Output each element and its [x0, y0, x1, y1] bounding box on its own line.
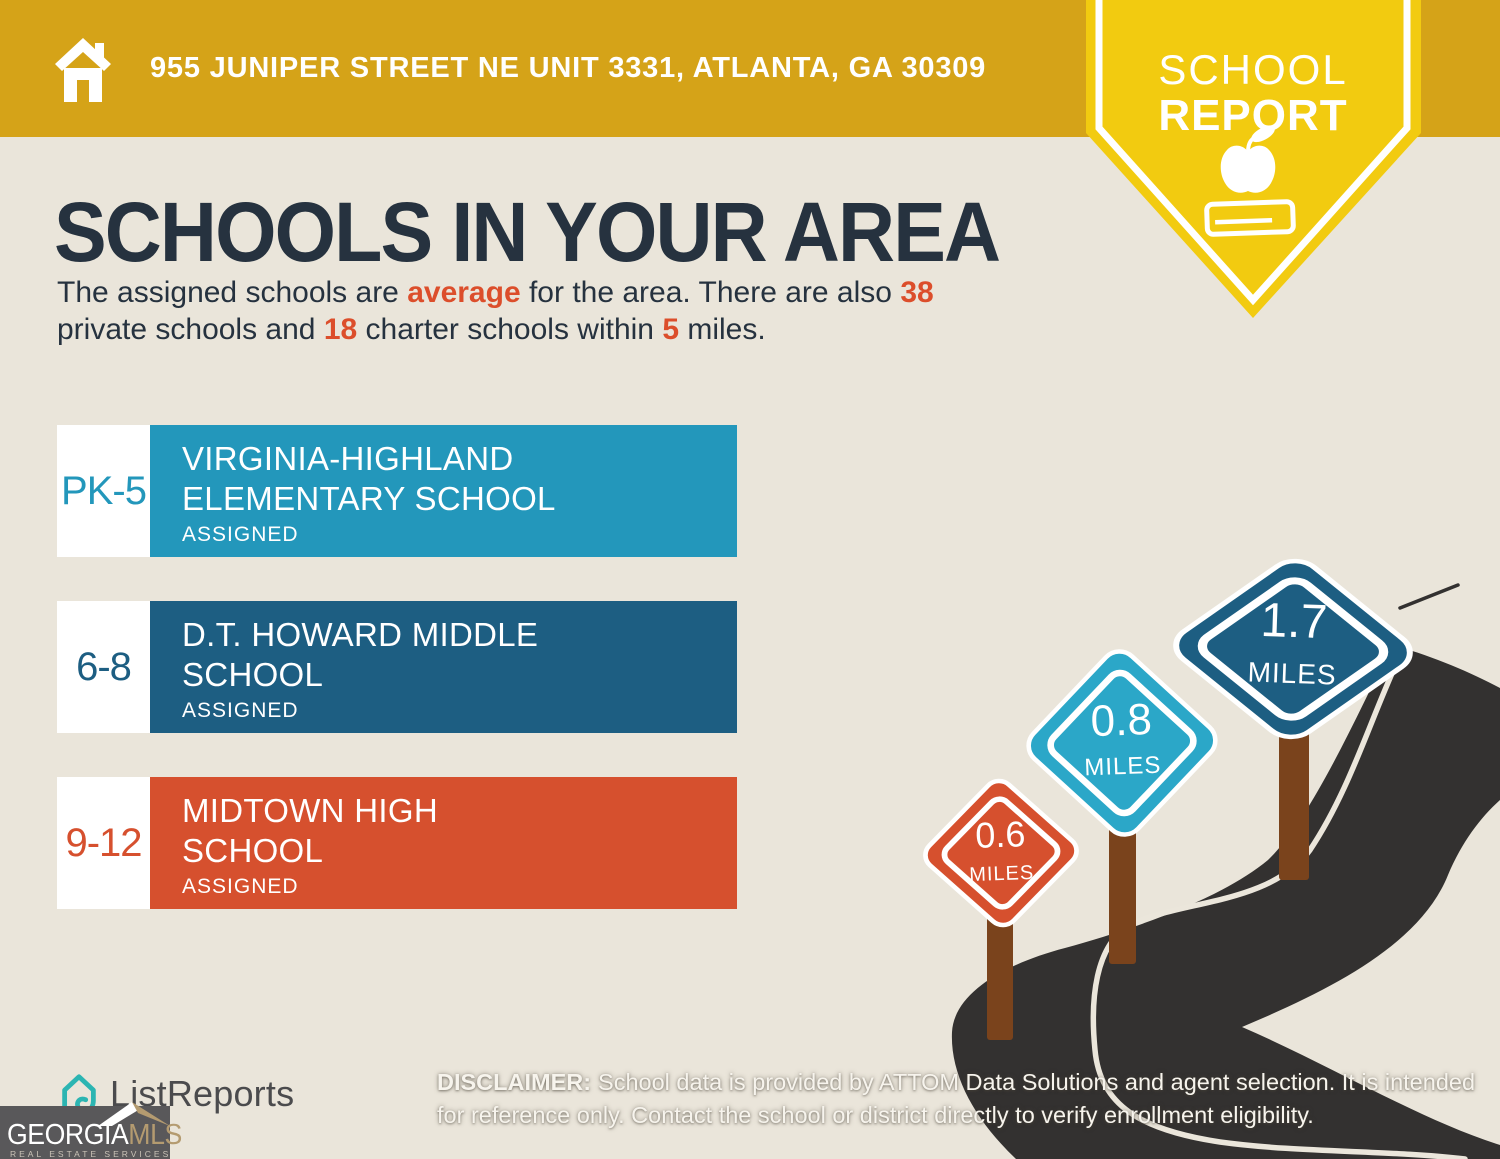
subtitle-line1: The assigned schools are average for the…	[57, 276, 934, 309]
home-icon	[55, 38, 111, 102]
disclaimer-line2: for reference only. Contact the school o…	[437, 1102, 1314, 1128]
sign-distance: 0.8	[1090, 695, 1153, 746]
property-address: 955 JUNIPER STREET NE UNIT 3331, ATLANTA…	[150, 52, 987, 84]
school-name-line1: MIDTOWN HIGH	[182, 792, 438, 829]
sign-post-far	[1279, 720, 1309, 880]
distance-sign-17: 1.7 MILES	[1173, 558, 1413, 740]
school-info: MIDTOWN HIGH SCHOOL ASSIGNED	[150, 777, 737, 909]
grade-range: 6-8	[57, 601, 150, 733]
sign-distance: 1.7	[1260, 594, 1329, 649]
subtitle-line2: private schools and 18 charter schools w…	[57, 313, 766, 346]
school-name-line1: VIRGINIA-HIGHLAND	[182, 440, 514, 477]
sign-unit: MILES	[1084, 752, 1162, 782]
georgiamls-tagline: REAL ESTATE SERVICES	[10, 1149, 172, 1159]
school-name-line2: ELEMENTARY SCHOOL	[182, 480, 556, 517]
school-name-line2: SCHOOL	[182, 656, 324, 693]
sign-post-mid	[1109, 800, 1136, 964]
disclaimer-label: DISCLAIMER:	[437, 1069, 592, 1095]
assigned-badge: ASSIGNED	[182, 875, 299, 898]
distance-sign-08: 0.8 MILES	[1026, 649, 1218, 837]
school-name-line2: SCHOOL	[182, 832, 324, 869]
school-row-middle: 6-8 D.T. HOWARD MIDDLE SCHOOL ASSIGNED	[57, 601, 737, 733]
badge-line1: SCHOOL	[1158, 46, 1347, 93]
grade-range: PK-5	[57, 425, 150, 557]
subtitle: The assigned schools are average for the…	[57, 274, 1067, 348]
sign-distance: 0.6	[975, 813, 1026, 856]
school-list: PK-5 VIRGINIA-HIGHLAND ELEMENTARY SCHOOL…	[57, 425, 737, 953]
road-shape	[951, 645, 1500, 1159]
apple-icon	[1220, 125, 1276, 193]
sign-unit: MILES	[1247, 656, 1337, 690]
page-title: SCHOOLS IN YOUR AREA	[54, 185, 1001, 279]
book-icon	[1204, 199, 1296, 237]
sign-unit: MILES	[969, 862, 1035, 886]
grade-range: 9-12	[57, 777, 150, 909]
assigned-badge: ASSIGNED	[182, 523, 299, 546]
school-info: VIRGINIA-HIGHLAND ELEMENTARY SCHOOL ASSI…	[150, 425, 737, 557]
georgiamls-logo: GEORGIAMLS REAL ESTATE SERVICES	[0, 1102, 182, 1159]
distance-sign-06: 0.6 MILES	[923, 778, 1079, 928]
disclaimer-line1: DISCLAIMER: School data is provided by AT…	[437, 1069, 1476, 1095]
disclaimer: DISCLAIMER: School data is provided by AT…	[437, 1066, 1477, 1132]
georgiamls-roof-icon	[98, 1102, 170, 1126]
school-name-line1: D.T. HOWARD MIDDLE	[182, 616, 539, 653]
horizon-line	[1398, 583, 1460, 610]
school-row-elementary: PK-5 VIRGINIA-HIGHLAND ELEMENTARY SCHOOL…	[57, 425, 737, 557]
road-center-line	[1090, 657, 1468, 1159]
badge-line2: REPORT	[1158, 91, 1347, 140]
badge-inner-border	[1095, 0, 1411, 306]
sign-post-near	[987, 905, 1013, 1040]
school-row-high: 9-12 MIDTOWN HIGH SCHOOL ASSIGNED	[57, 777, 737, 909]
georgiamls-wordmark: GEORGIAMLS	[7, 1119, 182, 1151]
school-report-badge: SCHOOL REPORT	[1086, 0, 1421, 318]
assigned-badge: ASSIGNED	[182, 699, 299, 722]
school-info: D.T. HOWARD MIDDLE SCHOOL ASSIGNED	[150, 601, 737, 733]
